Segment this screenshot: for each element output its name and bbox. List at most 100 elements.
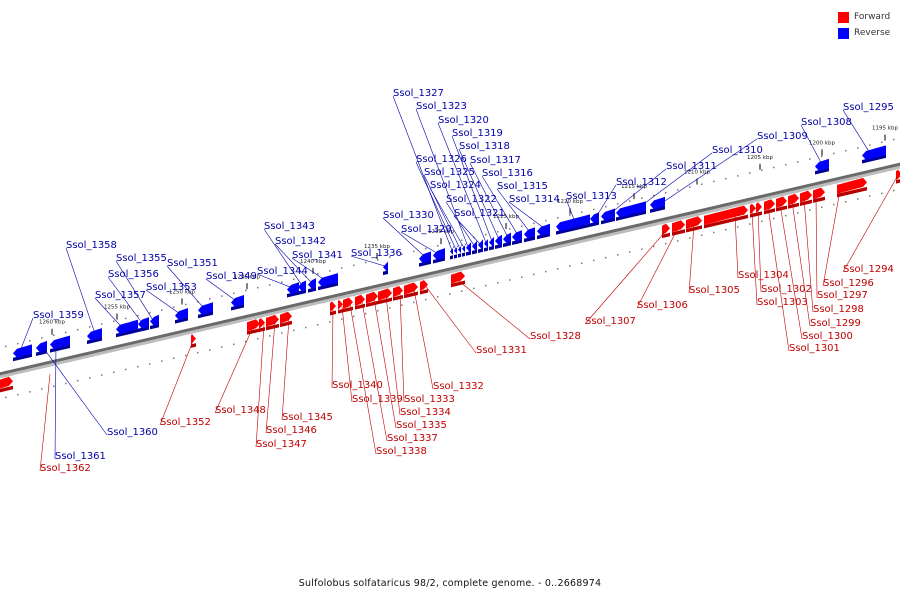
gene-ssol-1344[interactable]: [287, 282, 299, 298]
gene-ssol-1326[interactable]: [454, 245, 458, 259]
gene-ssol-1358[interactable]: [87, 328, 102, 345]
gene-ssol-1329[interactable]: [433, 248, 445, 264]
gene-label-ssol-1358[interactable]: Ssol_1358: [66, 240, 117, 251]
gene-ssol-1322[interactable]: [472, 240, 477, 255]
gene-ssol-1345[interactable]: [280, 311, 292, 328]
gene-ssol-1307[interactable]: [662, 223, 670, 239]
gene-label-ssol-1339[interactable]: Ssol_1339: [352, 394, 403, 405]
gene-ssol-1301[interactable]: [764, 199, 775, 215]
gene-label-ssol-1338[interactable]: Ssol_1338: [376, 446, 427, 457]
gene-label-ssol-1331[interactable]: Ssol_1331: [476, 345, 527, 356]
gene-ssol-1333[interactable]: [393, 285, 403, 301]
gene-label-ssol-1320[interactable]: Ssol_1320: [438, 115, 489, 126]
gene-label-ssol-1311[interactable]: Ssol_1311: [666, 161, 717, 172]
gene-ssol-1343[interactable]: [298, 280, 306, 295]
gene-ssol-1315[interactable]: [524, 227, 535, 243]
gene-ssol-1313[interactable]: [556, 214, 590, 235]
gene-label-ssol-1336[interactable]: Ssol_1336: [351, 248, 402, 259]
gene-label-ssol-1318[interactable]: Ssol_1318: [459, 141, 510, 152]
gene-ssol-1331[interactable]: [420, 280, 428, 295]
gene-label-ssol-1306[interactable]: Ssol_1306: [637, 300, 688, 311]
gene-ssol-1348[interactable]: [247, 319, 260, 335]
gene-ssol-1305[interactable]: [686, 216, 702, 233]
gene-label-ssol-1294[interactable]: Ssol_1294: [843, 264, 894, 275]
gene-label-ssol-1361[interactable]: Ssol_1361: [55, 451, 106, 462]
gene-ssol-1359[interactable]: [13, 344, 32, 362]
gene-label-ssol-1327[interactable]: Ssol_1327: [393, 88, 444, 99]
gene-ssol-1309[interactable]: [650, 196, 665, 213]
gene-label-ssol-1300[interactable]: Ssol_1300: [802, 331, 853, 342]
gene-ssol-1323[interactable]: [466, 242, 471, 256]
gene-ssol-1339[interactable]: [338, 299, 343, 314]
gene-label-ssol-1299[interactable]: Ssol_1299: [810, 318, 861, 329]
gene-ssol-1300[interactable]: [776, 196, 787, 212]
gene-ssol-1302[interactable]: [756, 202, 762, 217]
gene-label-ssol-1319[interactable]: Ssol_1319: [452, 128, 503, 139]
gene-label-ssol-1305[interactable]: Ssol_1305: [689, 285, 740, 296]
gene-ssol-1337[interactable]: [355, 294, 365, 310]
gene-ssol-1312[interactable]: [590, 212, 599, 227]
gene-label-ssol-1349[interactable]: Ssol_1349: [206, 271, 257, 282]
gene-ssol-1353[interactable]: [175, 308, 188, 324]
gene-label-ssol-1324[interactable]: Ssol_1324: [430, 180, 481, 191]
gene-ssol-1324[interactable]: [462, 243, 466, 257]
gene-ssol-1352[interactable]: [191, 334, 196, 348]
gene-label-ssol-1304[interactable]: Ssol_1304: [738, 270, 789, 281]
gene-ssol-1295[interactable]: [862, 145, 886, 164]
gene-label-ssol-1356[interactable]: Ssol_1356: [108, 269, 159, 280]
gene-ssol-1342[interactable]: [308, 278, 316, 293]
gene-label-ssol-1334[interactable]: Ssol_1334: [400, 407, 451, 418]
gene-label-ssol-1296[interactable]: Ssol_1296: [823, 278, 874, 289]
gene-label-ssol-1315[interactable]: Ssol_1315: [497, 181, 548, 192]
gene-label-ssol-1347[interactable]: Ssol_1347: [256, 439, 307, 450]
gene-ssol-1336[interactable]: [383, 261, 388, 276]
gene-label-ssol-1340[interactable]: Ssol_1340: [332, 380, 383, 391]
gene-ssol-1306[interactable]: [672, 220, 685, 236]
gene-ssol-1310[interactable]: [616, 201, 646, 221]
gene-label-ssol-1360[interactable]: Ssol_1360: [107, 427, 158, 438]
gene-label-ssol-1343[interactable]: Ssol_1343: [264, 221, 315, 232]
gene-label-ssol-1321[interactable]: Ssol_1321: [454, 208, 505, 219]
gene-label-ssol-1337[interactable]: Ssol_1337: [387, 433, 438, 444]
gene-ssol-1311[interactable]: [601, 208, 615, 225]
gene-label-ssol-1312[interactable]: Ssol_1312: [616, 177, 667, 188]
gene-ssol-1332[interactable]: [404, 282, 418, 299]
gene-ssol-1298[interactable]: [800, 190, 812, 206]
gene-ssol-1317[interactable]: [503, 232, 511, 248]
gene-ssol-1304[interactable]: [704, 205, 748, 229]
gene-label-ssol-1341[interactable]: Ssol_1341: [292, 250, 343, 261]
gene-ssol-1316[interactable]: [512, 230, 522, 246]
gene-ssol-1361[interactable]: [50, 335, 70, 353]
gene-ssol-1351[interactable]: [198, 302, 213, 319]
gene-label-ssol-1345[interactable]: Ssol_1345: [282, 412, 333, 423]
gene-label-ssol-1310[interactable]: Ssol_1310: [712, 145, 763, 156]
gene-label-ssol-1344[interactable]: Ssol_1344: [257, 266, 308, 277]
gene-ssol-1335[interactable]: [366, 291, 378, 308]
gene-label-ssol-1309[interactable]: Ssol_1309: [757, 131, 808, 142]
gene-label-ssol-1353[interactable]: Ssol_1353: [146, 282, 197, 293]
gene-label-ssol-1313[interactable]: Ssol_1313: [566, 191, 617, 202]
gene-label-ssol-1302[interactable]: Ssol_1302: [761, 284, 812, 295]
gene-ssol-1299[interactable]: [788, 193, 799, 209]
gene-label-ssol-1325[interactable]: Ssol_1325: [424, 167, 475, 178]
gene-ssol-1308[interactable]: [815, 158, 829, 175]
gene-label-ssol-1297[interactable]: Ssol_1297: [817, 290, 868, 301]
gene-label-ssol-1335[interactable]: Ssol_1335: [396, 420, 447, 431]
gene-ssol-1297[interactable]: [813, 187, 825, 203]
gene-label-ssol-1329[interactable]: Ssol_1329: [401, 224, 452, 235]
gene-label-ssol-1348[interactable]: Ssol_1348: [215, 405, 266, 416]
gene-label-ssol-1328[interactable]: Ssol_1328: [530, 331, 581, 342]
gene-ssol-1320[interactable]: [484, 238, 488, 252]
gene-label-ssol-1322[interactable]: Ssol_1322: [446, 194, 497, 205]
gene-ssol-1321[interactable]: [478, 239, 483, 253]
gene-label-ssol-1346[interactable]: Ssol_1346: [266, 425, 317, 436]
gene-label-ssol-1316[interactable]: Ssol_1316: [482, 168, 533, 179]
gene-label-ssol-1303[interactable]: Ssol_1303: [757, 297, 808, 308]
gene-ssol-1362[interactable]: [0, 376, 13, 393]
gene-ssol-1341[interactable]: [318, 273, 338, 291]
gene-ssol-1355[interactable]: [150, 314, 159, 330]
gene-label-ssol-1330[interactable]: Ssol_1330: [383, 210, 434, 221]
gene-label-ssol-1342[interactable]: Ssol_1342: [275, 236, 326, 247]
gene-ssol-1360[interactable]: [36, 340, 47, 356]
gene-label-ssol-1307[interactable]: Ssol_1307: [585, 316, 636, 327]
